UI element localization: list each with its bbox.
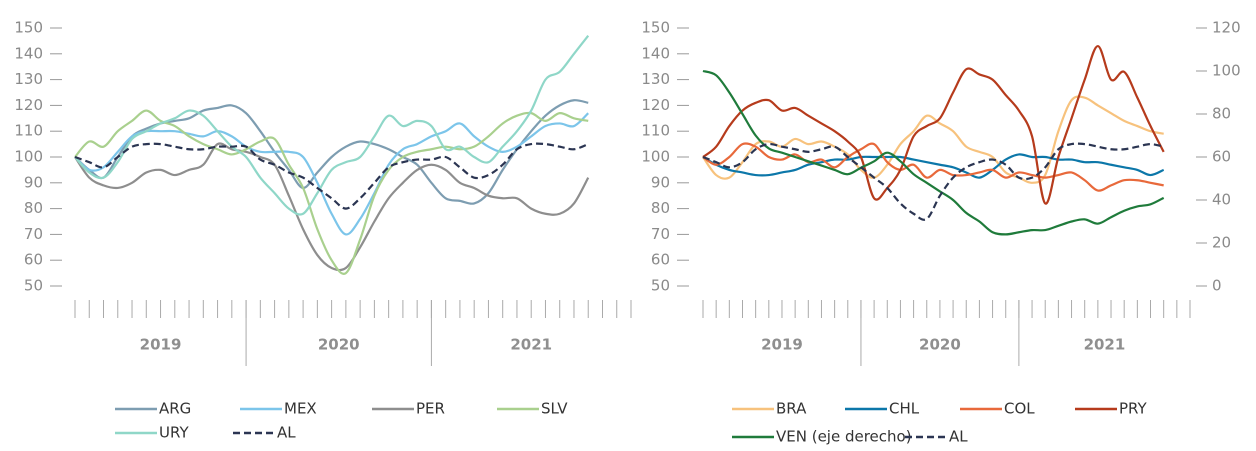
y-tick-label: 80 <box>651 199 670 217</box>
y2-tick-label: 20 <box>1212 234 1231 252</box>
year-label: 2019 <box>140 336 182 354</box>
y-tick-label: 130 <box>14 70 43 88</box>
y-tick-label: 150 <box>14 19 43 37</box>
year-label: 2019 <box>761 336 803 354</box>
y-tick-label: 140 <box>14 44 43 62</box>
year-label: 2021 <box>510 336 552 354</box>
y-tick-label: 70 <box>24 225 43 243</box>
y-tick-label: 70 <box>651 225 670 243</box>
legend-label: AL <box>277 424 296 442</box>
series-line <box>74 142 590 272</box>
legend-label: SLV <box>541 400 568 418</box>
legend-label: PRY <box>1119 400 1148 418</box>
y-tick-label: 90 <box>24 173 43 191</box>
legend-label: URY <box>159 424 189 442</box>
series-line <box>74 109 589 275</box>
y-tick-label: 80 <box>24 199 43 217</box>
series-line <box>702 153 1165 179</box>
year-label: 2021 <box>1084 336 1126 354</box>
series-line <box>702 95 1164 184</box>
year-label: 2020 <box>919 336 961 354</box>
legend-label: BRA <box>776 400 807 418</box>
legend-label: MEX <box>284 400 317 418</box>
y-tick-label: 100 <box>14 148 43 166</box>
y-tick-label: 90 <box>651 173 670 191</box>
y-tick-label: 50 <box>651 277 670 295</box>
y-tick-label: 100 <box>641 148 670 166</box>
y2-tick-label: 100 <box>1212 62 1241 80</box>
series-line <box>702 142 1164 192</box>
series-line <box>74 99 589 205</box>
legend-label: AL <box>949 428 968 446</box>
y2-tick-label: 60 <box>1212 148 1231 166</box>
legend-label: ARG <box>159 400 191 418</box>
y-tick-label: 60 <box>651 251 670 269</box>
legend-label: VEN (eje derecho) <box>776 428 912 446</box>
series-line <box>74 112 590 236</box>
series-line <box>74 142 589 210</box>
y-tick-label: 50 <box>24 277 43 295</box>
y2-tick-label: 40 <box>1212 191 1231 209</box>
y-tick-label: 120 <box>641 96 670 114</box>
y-tick-label: 110 <box>641 122 670 140</box>
y-tick-label: 150 <box>641 19 670 37</box>
series-line <box>702 142 1164 221</box>
series-line <box>74 35 590 216</box>
legend-label: COL <box>1004 400 1035 418</box>
series-line <box>702 44 1165 205</box>
series-line <box>702 69 1165 236</box>
y-tick-label: 130 <box>641 70 670 88</box>
y2-tick-label: 120 <box>1212 19 1241 37</box>
year-label: 2020 <box>318 336 360 354</box>
y-tick-label: 120 <box>14 96 43 114</box>
y-tick-label: 110 <box>14 122 43 140</box>
y2-tick-label: 80 <box>1212 105 1231 123</box>
y-tick-label: 140 <box>641 44 670 62</box>
legend-label: CHL <box>889 400 920 418</box>
legend-label: PER <box>416 400 445 418</box>
y2-tick-label: 0 <box>1212 277 1222 295</box>
y-tick-label: 60 <box>24 251 43 269</box>
